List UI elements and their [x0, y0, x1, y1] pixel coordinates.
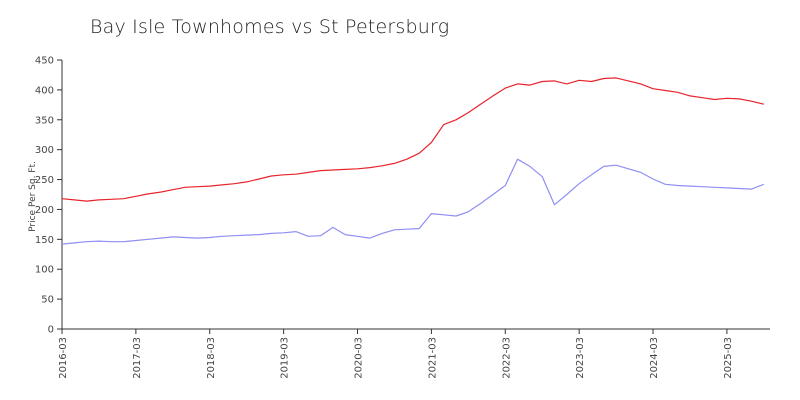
y-tick-label: 450 [35, 56, 54, 67]
x-tick-label: 2017-03 [132, 337, 143, 379]
x-tick-label: 2020-03 [354, 337, 365, 379]
y-tick-label: 400 [35, 85, 54, 96]
x-tick-label: 2016-03 [58, 337, 69, 379]
y-tick-label: 250 [35, 175, 54, 186]
y-tick-label: 150 [35, 235, 54, 246]
x-tick-label: 2024-03 [649, 337, 660, 379]
x-tick-label: 2021-03 [427, 337, 438, 379]
y-tick-label: 50 [41, 295, 54, 306]
y-axis-label: Price Per Sq. Ft. [28, 161, 38, 232]
y-tick-label: 100 [35, 265, 54, 276]
x-tick-label: 2025-03 [723, 337, 734, 379]
y-tick-label: 350 [35, 115, 54, 126]
y-tick-label: 0 [48, 325, 54, 336]
y-tick-label: 200 [35, 205, 54, 216]
x-tick-label: 2023-03 [575, 337, 586, 379]
series-line-1 [61, 77, 764, 202]
chart-title: Bay Isle Townhomes vs St Petersburg [90, 16, 450, 38]
x-tick-label: 2019-03 [280, 337, 291, 379]
x-tick-label: 2018-03 [206, 337, 217, 379]
series-line-2 [61, 158, 765, 245]
y-tick-label: 300 [35, 145, 54, 156]
x-tick-label: 2022-03 [501, 337, 512, 379]
